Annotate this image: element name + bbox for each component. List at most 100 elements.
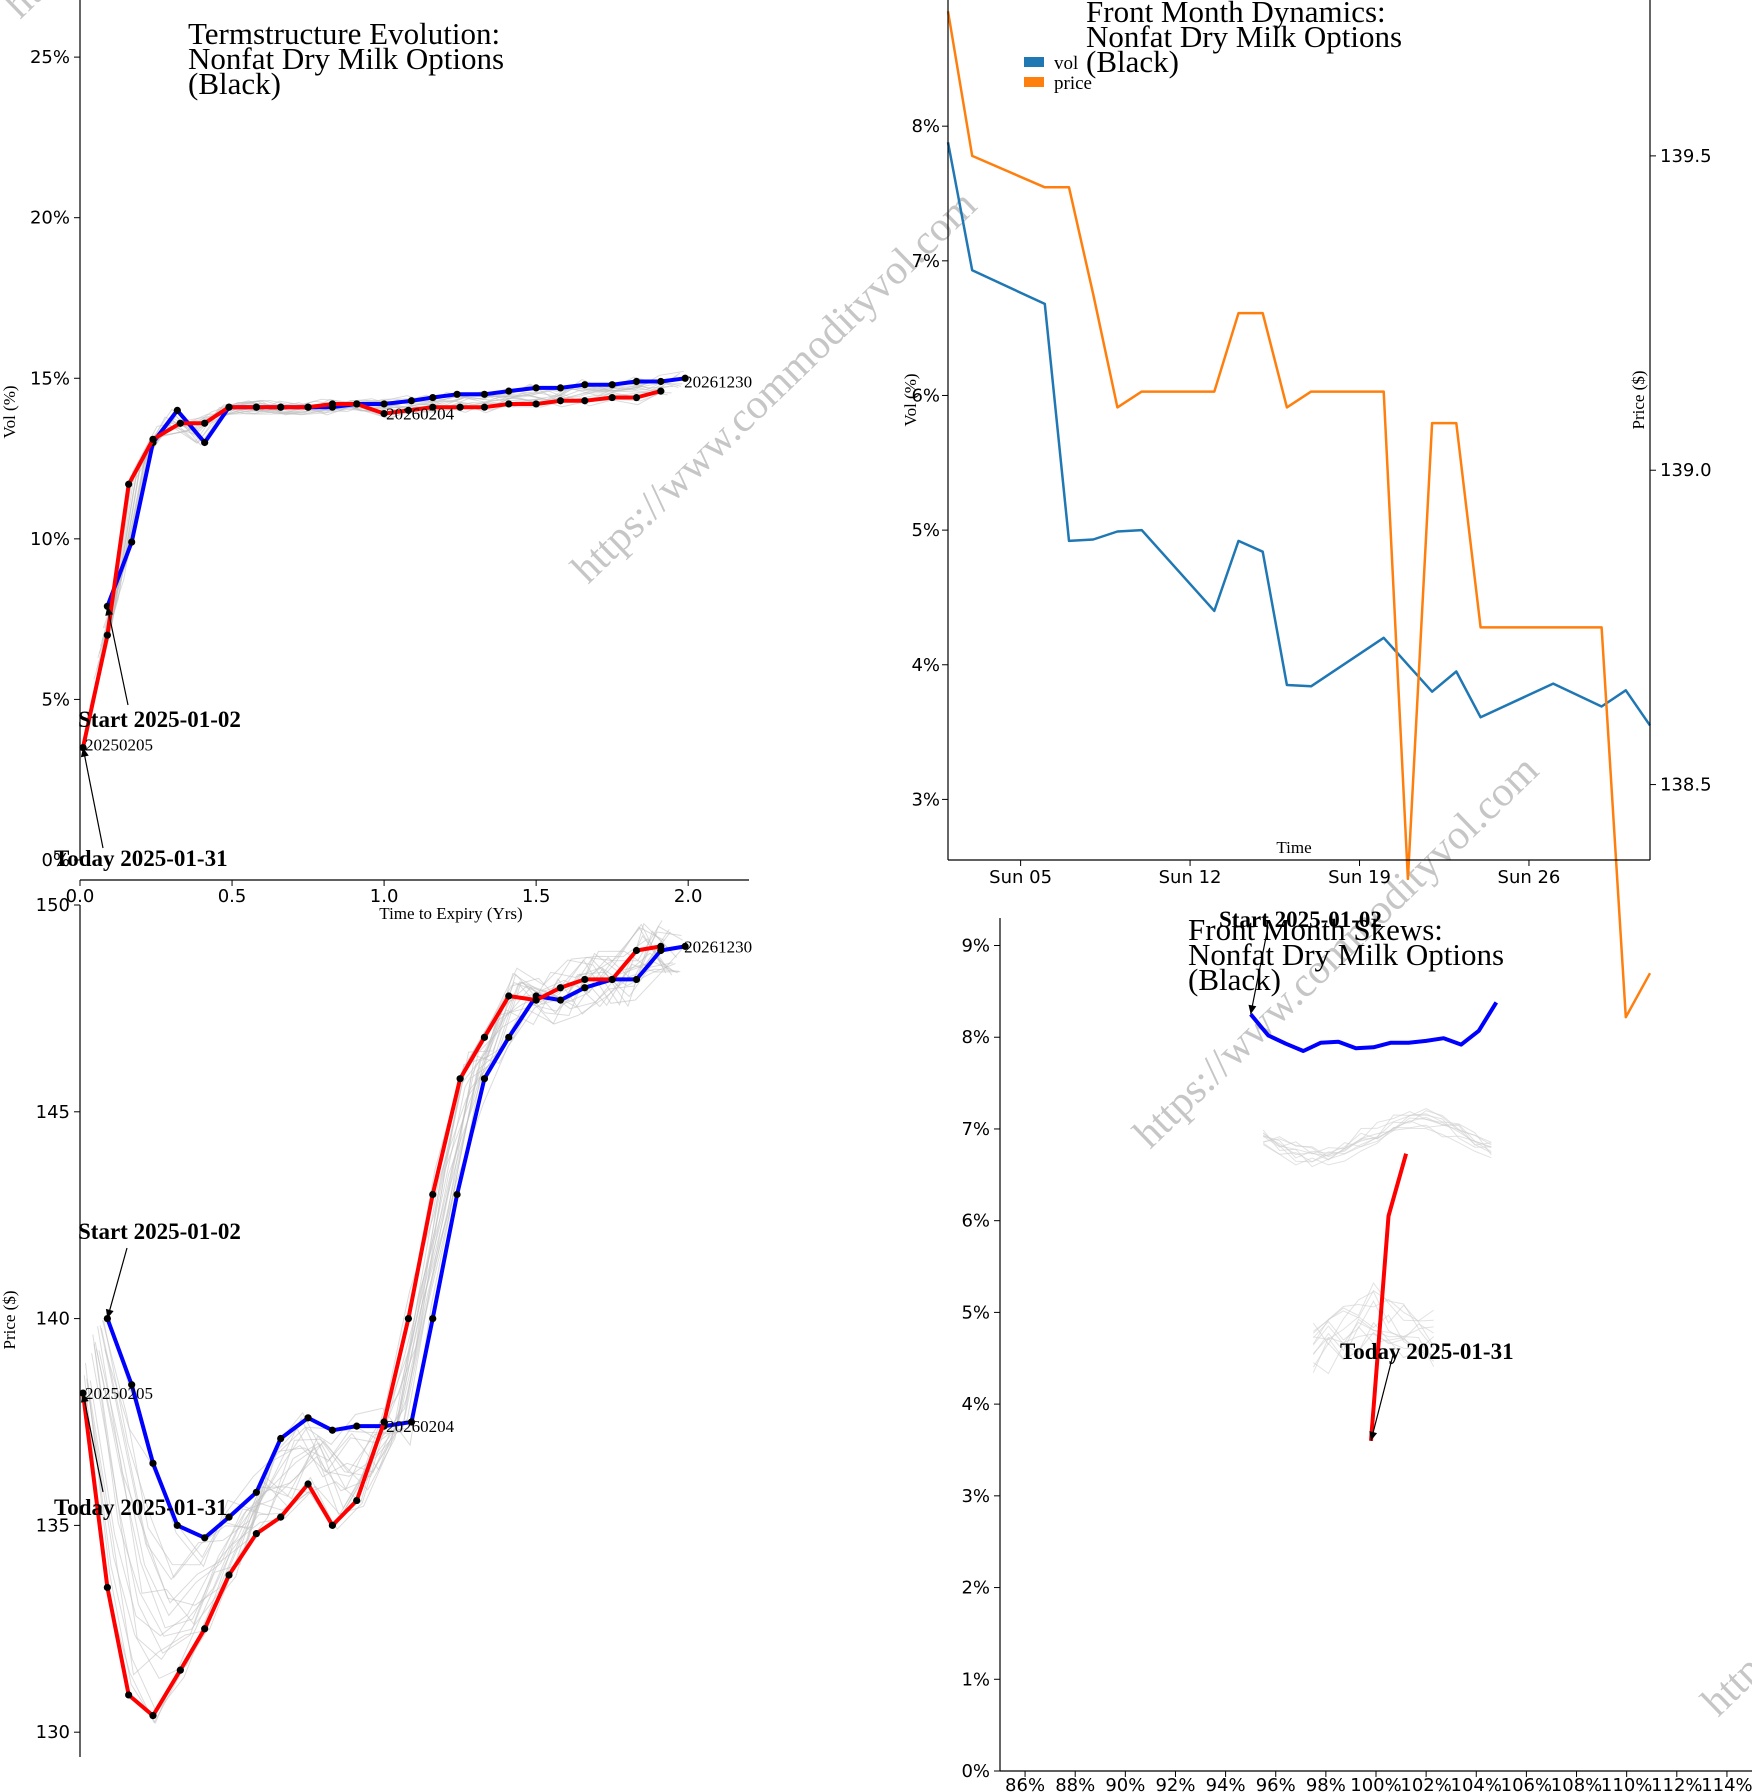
start-series-line bbox=[105, 376, 686, 608]
start-series-point bbox=[581, 984, 589, 992]
x-tick-label: 104% bbox=[1451, 1775, 1502, 1792]
start-series-line bbox=[105, 944, 686, 1540]
today-series-point bbox=[328, 400, 336, 408]
history-line bbox=[95, 952, 675, 1626]
skew-history-lines bbox=[1262, 1107, 1492, 1375]
today-series-point bbox=[429, 403, 437, 411]
x-tick-label: 0.0 bbox=[66, 886, 95, 907]
start-series-point bbox=[480, 390, 489, 398]
y-tick-label: 20% bbox=[30, 208, 70, 229]
history-line bbox=[1312, 1300, 1434, 1341]
today-series-point bbox=[456, 403, 464, 411]
x-tick-label: 90% bbox=[1105, 1775, 1145, 1792]
x-tick-label: Sun 12 bbox=[1159, 867, 1222, 888]
today-series-point bbox=[505, 992, 513, 1000]
y-tick-label: 10% bbox=[30, 529, 70, 550]
today-series-point bbox=[252, 1530, 260, 1538]
watermark-text: https://www.commodityvol.com bbox=[1693, 1314, 1752, 1725]
y-tick-label: 6% bbox=[961, 1211, 990, 1232]
today-series-point bbox=[328, 1521, 336, 1529]
today-series-point bbox=[304, 403, 312, 411]
today-series-point bbox=[277, 403, 285, 411]
annotation-arrowhead bbox=[1248, 1004, 1257, 1015]
expiry-label: 20250205 bbox=[85, 735, 153, 754]
today-series-point bbox=[149, 435, 157, 443]
history-line bbox=[85, 385, 664, 740]
start-series-point bbox=[429, 393, 437, 402]
price-termstructure-panel: 20250205 20260204 20261230 130 135 140 145 150… bbox=[0, 895, 752, 1757]
title-line: (Black) bbox=[188, 66, 281, 101]
annotation-arrow bbox=[82, 747, 104, 849]
legend-label: price bbox=[1054, 73, 1092, 94]
history-line bbox=[1262, 1110, 1492, 1161]
start-series-point bbox=[304, 1414, 312, 1422]
y2-tick-label: 139.5 bbox=[1660, 146, 1712, 167]
history-line bbox=[100, 968, 680, 1581]
front-month-panel: 3% 4% 5% 6% 7% 8% 138.5 139.0 139.5 Sun 05 Sun 12 S… bbox=[901, 0, 1712, 1019]
today-series-point bbox=[176, 1666, 184, 1674]
front-month-y2-axis-label: Price ($) bbox=[1629, 370, 1648, 429]
termstructure-title: Termstructure Evolution: Nonfat Dry Milk … bbox=[188, 16, 504, 101]
x-tick-label: 92% bbox=[1155, 1775, 1195, 1792]
front-month-axes: 3% 4% 5% 6% 7% 8% 138.5 139.0 139.5 Sun 05 Sun 12 S… bbox=[911, 0, 1712, 888]
annotation-layer: Start 2025-01-02 Today 2025-01-31 Start 20… bbox=[54, 606, 1514, 1520]
expiry-label: 20261230 bbox=[684, 937, 752, 956]
history-line bbox=[1262, 1117, 1492, 1163]
x-tick-label: 98% bbox=[1306, 1775, 1346, 1792]
y-tick-label: 8% bbox=[911, 116, 940, 137]
annotation-arrow bbox=[106, 1247, 128, 1319]
x-tick-label: 2.0 bbox=[674, 886, 703, 907]
title-line: Front Month Skews: bbox=[1188, 912, 1443, 947]
skew-title: Front Month Skews: Nonfat Dry Milk Option… bbox=[1188, 912, 1504, 997]
y-tick-label: 4% bbox=[911, 655, 940, 676]
start-series-point bbox=[407, 397, 416, 405]
start-series-point bbox=[556, 384, 565, 392]
front-month-x-axis-label: Time bbox=[1276, 838, 1311, 857]
today-series-point bbox=[380, 409, 388, 418]
title-line: (Black) bbox=[1188, 962, 1281, 997]
today-series-point bbox=[304, 1480, 312, 1488]
start-series-point bbox=[657, 377, 665, 386]
title-line: Nonfat Dry Milk Options bbox=[1086, 19, 1402, 54]
legend-label: vol bbox=[1054, 53, 1078, 74]
x-tick-label: 106% bbox=[1501, 1775, 1552, 1792]
start-series-point bbox=[353, 1422, 361, 1430]
today-series-line bbox=[81, 389, 662, 749]
x-tick-label: 96% bbox=[1256, 1775, 1296, 1792]
annotation-arrowhead bbox=[80, 1393, 89, 1403]
history-line bbox=[103, 931, 682, 1579]
x-tick-label: 110% bbox=[1601, 1775, 1652, 1792]
start-series-point bbox=[581, 381, 589, 389]
expiry-label: 20261230 bbox=[684, 372, 752, 391]
today-series-point bbox=[380, 1418, 388, 1426]
annotation-label: Today 2025-01-31 bbox=[54, 846, 228, 871]
start-series-point bbox=[632, 975, 641, 984]
today-series-point bbox=[581, 975, 589, 984]
today-series-point bbox=[404, 1314, 413, 1323]
front-month-series bbox=[946, 11, 1652, 1019]
x-tick-label: Sun 26 bbox=[1498, 867, 1561, 888]
annotation-arrow bbox=[1370, 1354, 1394, 1441]
price-history-lines bbox=[83, 920, 685, 1724]
start-series-point bbox=[201, 1534, 209, 1542]
start-series-point bbox=[225, 1513, 233, 1521]
today-series-point bbox=[480, 403, 489, 411]
start-series-point bbox=[201, 438, 209, 447]
start-series-point bbox=[328, 1426, 336, 1434]
history-line bbox=[102, 963, 681, 1566]
history-line bbox=[100, 379, 679, 647]
start-series-point bbox=[173, 406, 181, 414]
today-series-point bbox=[657, 942, 665, 950]
expiry-label: 20260204 bbox=[386, 1417, 455, 1436]
y-tick-label: 25% bbox=[30, 47, 70, 68]
history-line bbox=[1312, 1289, 1434, 1345]
annotation-label: Today 2025-01-31 bbox=[1340, 1339, 1514, 1364]
y-tick-label: 7% bbox=[961, 1119, 990, 1140]
today-series-point bbox=[277, 1513, 285, 1521]
history-line bbox=[85, 926, 664, 1724]
x-tick-label: 86% bbox=[1005, 1775, 1045, 1792]
x-tick-label: 1.5 bbox=[522, 886, 551, 907]
price-axes: 130 135 140 145 150 bbox=[36, 895, 81, 1757]
history-line bbox=[94, 382, 674, 685]
